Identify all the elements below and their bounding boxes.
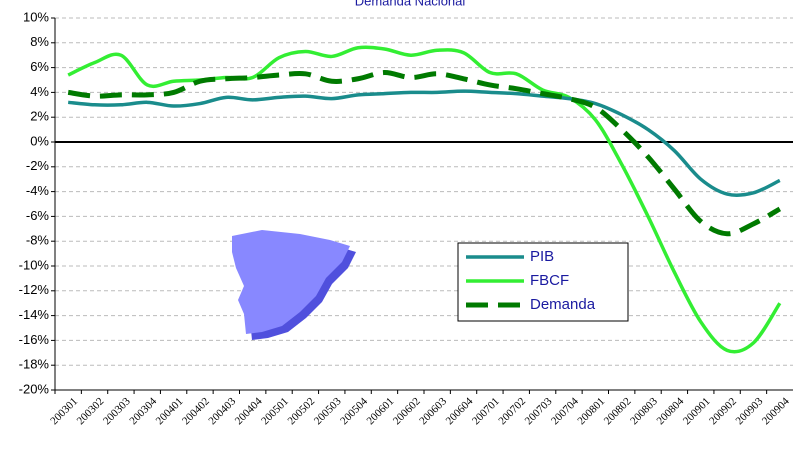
- y-tick-label: -12%: [19, 282, 50, 297]
- x-tick-label: 200901: [681, 395, 713, 427]
- y-tick-label: 2%: [30, 109, 49, 124]
- y-tick-label: -14%: [19, 307, 50, 322]
- legend-label: PIB: [530, 248, 554, 265]
- y-tick-label: -2%: [26, 158, 50, 173]
- x-tick-label: 200602: [391, 395, 423, 427]
- y-tick-label: -16%: [19, 332, 50, 347]
- x-tick-label: 200402: [180, 395, 212, 427]
- series-line: [67, 45, 782, 354]
- x-tick-label: 200502: [285, 395, 317, 427]
- x-tick-label: 200503: [312, 395, 344, 427]
- y-tick-label: -8%: [26, 233, 50, 248]
- x-tick-label: 200401: [154, 395, 186, 427]
- y-tick-label: -4%: [26, 183, 50, 198]
- y-tick-label: 8%: [30, 34, 49, 49]
- legend-label: FBCF: [530, 272, 569, 289]
- y-tick-label: -10%: [19, 257, 50, 272]
- x-tick-label: 200803: [628, 395, 660, 427]
- series-line: [68, 89, 781, 198]
- x-tick-label: 200701: [470, 395, 502, 427]
- x-tick-label: 200902: [707, 395, 739, 427]
- y-tick-label: 4%: [30, 84, 49, 99]
- x-tick-label: 200704: [549, 395, 581, 427]
- y-tick-label: 10%: [23, 9, 49, 24]
- x-tick-label: 200604: [444, 395, 476, 427]
- y-tick-label: 6%: [30, 59, 49, 74]
- y-tick-label: -20%: [19, 381, 50, 396]
- x-tick-label: 200501: [259, 395, 291, 427]
- x-tick-label: 200702: [496, 395, 528, 427]
- y-tick-label: -6%: [26, 208, 50, 223]
- x-tick-label: 200903: [734, 395, 766, 427]
- chart-title: Demanda Nacional: [355, 0, 466, 8]
- y-tick-label: -18%: [19, 357, 50, 372]
- x-tick-label: 200304: [127, 395, 159, 427]
- x-tick-label: 200303: [101, 395, 133, 427]
- y-tick-label: 0%: [30, 133, 49, 148]
- x-tick-label: 200601: [365, 395, 397, 427]
- x-tick-label: 200301: [48, 395, 80, 427]
- x-tick-label: 200403: [206, 395, 238, 427]
- spain-map: [232, 230, 356, 340]
- series-line: [67, 70, 782, 237]
- x-tick-label: 200603: [417, 395, 449, 427]
- x-tick-label: 200804: [654, 395, 686, 427]
- x-tick-label: 200404: [233, 395, 265, 427]
- x-tick-label: 200802: [602, 395, 634, 427]
- x-tick-label: 200801: [575, 395, 607, 427]
- x-tick-label: 200302: [75, 395, 107, 427]
- x-tick-label: 200504: [338, 395, 370, 427]
- x-tick-label: 200904: [760, 395, 792, 427]
- x-tick-label: 200703: [523, 395, 555, 427]
- legend-label: Demanda: [530, 296, 596, 313]
